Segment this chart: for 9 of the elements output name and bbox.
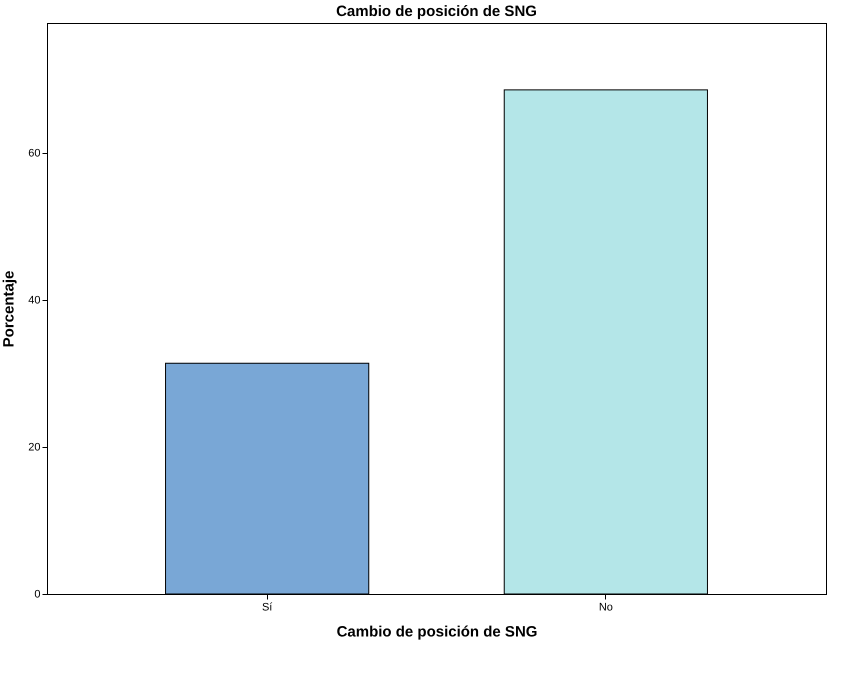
y-tick-label: 0 — [34, 588, 40, 600]
x-tick-label: Sí — [262, 602, 274, 614]
x-tick-label: No — [598, 602, 613, 614]
chart-title: Cambio de posición de SNG — [336, 3, 537, 20]
x-axis-title: Cambio de posición de SNG — [336, 624, 538, 640]
y-tick-label: 60 — [28, 148, 40, 160]
y-tick-label: 40 — [28, 294, 40, 307]
y-axis-title: Porcentaje — [0, 270, 18, 348]
y-tick-label: 20 — [28, 442, 40, 454]
